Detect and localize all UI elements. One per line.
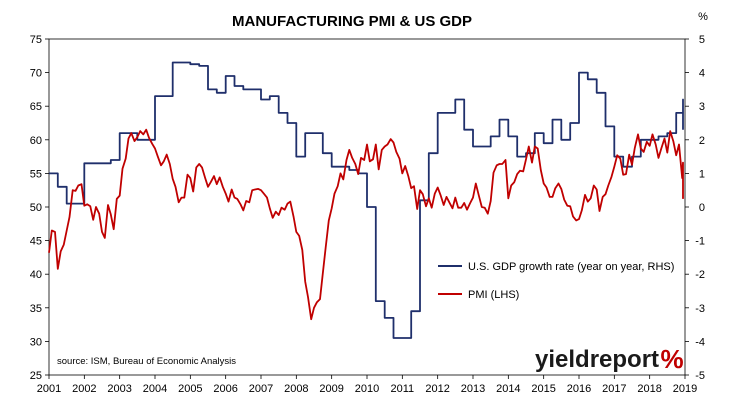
x-tick-label: 2012 xyxy=(425,383,449,395)
x-tick-label: 2006 xyxy=(213,383,237,395)
x-tick-label: 2018 xyxy=(637,383,661,395)
left-tick-label: 40 xyxy=(30,269,42,281)
x-tick-label: 2014 xyxy=(496,383,520,395)
left-tick-label: 30 xyxy=(30,336,42,348)
right-tick-label: -1 xyxy=(695,236,705,248)
x-tick-label: 2001 xyxy=(37,383,61,395)
x-tick-label: 2019 xyxy=(673,383,697,395)
series-layer xyxy=(48,61,684,339)
brand-text: yieldreport xyxy=(535,346,659,373)
x-tick-label: 2003 xyxy=(107,383,131,395)
right-tick-label: 0 xyxy=(699,202,705,214)
x-tick-label: 2015 xyxy=(531,383,555,395)
right-tick-label: 4 xyxy=(699,68,705,80)
left-tick-label: 70 xyxy=(30,68,42,80)
x-tick-label: 2010 xyxy=(355,383,379,395)
x-tick-label: 2009 xyxy=(319,383,343,395)
x-tick-label: 2011 xyxy=(391,383,415,395)
legend-label-pmi: PMI (LHS) xyxy=(468,289,519,301)
left-tick-label: 50 xyxy=(30,202,42,214)
x-tick-label: 2013 xyxy=(461,383,485,395)
pmi-series-line xyxy=(48,128,684,321)
x-axis: 2001 2002 2003 2004 2005 2006 2007 2008 2009 2010… xyxy=(37,375,697,395)
legend: U.S. GDP growth rate (year on year, RHS)… xyxy=(438,261,674,301)
left-tick-label: 60 xyxy=(30,135,42,147)
x-tick-label: 2008 xyxy=(284,383,308,395)
right-axis-unit: % xyxy=(698,11,708,23)
legend-label-gdp: U.S. GDP growth rate (year on year, RHS) xyxy=(468,261,674,273)
x-tick-label: 2005 xyxy=(178,383,202,395)
right-tick-label: 3 xyxy=(699,101,705,113)
left-tick-label: 55 xyxy=(30,168,42,180)
right-tick-label: 5 xyxy=(699,34,705,46)
left-tick-label: 25 xyxy=(30,370,42,382)
x-tick-label: 2004 xyxy=(143,383,167,395)
left-tick-label: 35 xyxy=(30,303,42,315)
right-tick-label: -3 xyxy=(695,303,705,315)
right-tick-label: 1 xyxy=(699,168,705,180)
x-tick-label: 2017 xyxy=(602,383,626,395)
left-axis: 25 30 35 40 45 50 55 60 65 70 75 xyxy=(30,34,49,382)
brand-logo: yieldreport % xyxy=(535,344,684,374)
right-tick-label: -2 xyxy=(695,269,705,281)
right-tick-label: -4 xyxy=(695,336,705,348)
right-tick-label: -5 xyxy=(695,370,705,382)
source-note: source: ISM, Bureau of Economic Analysis xyxy=(57,356,236,367)
left-tick-label: 65 xyxy=(30,101,42,113)
gdp-series-line xyxy=(49,61,684,339)
x-tick-label: 2016 xyxy=(567,383,591,395)
right-axis: -5 -4 -3 -2 -1 0 1 2 3 4 5 xyxy=(685,34,705,382)
x-tick-label: 2007 xyxy=(249,383,273,395)
x-tick-label: 2002 xyxy=(72,383,96,395)
brand-percent-symbol: % xyxy=(660,344,683,374)
left-tick-label: 45 xyxy=(30,236,42,248)
right-tick-label: 2 xyxy=(699,135,705,147)
chart-title: MANUFACTURING PMI & US GDP xyxy=(232,13,472,30)
left-tick-label: 75 xyxy=(30,34,42,46)
